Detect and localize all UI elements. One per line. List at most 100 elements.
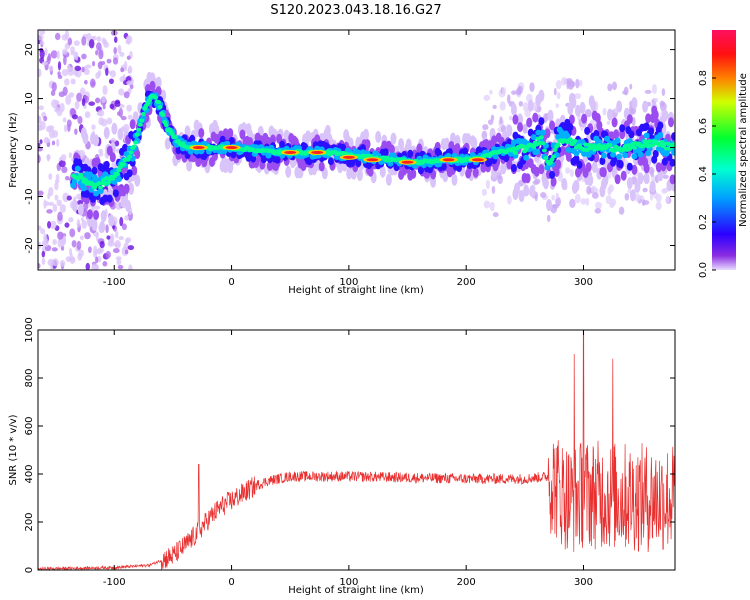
- x-tick-label: -100: [103, 277, 126, 288]
- ridge-blob: [626, 177, 633, 190]
- ridge-blob: [523, 147, 529, 152]
- ridge-blob: [567, 137, 573, 142]
- noise-speckle: [47, 192, 51, 200]
- colorbar-label: Normalized spectral amplitude: [738, 73, 749, 227]
- ridge-blob: [539, 129, 546, 136]
- ridge-blob: [121, 162, 127, 167]
- noise-speckle: [659, 102, 667, 112]
- spectrogram-xlabel: Height of straight line (km): [288, 285, 424, 296]
- ridge-blob: [523, 184, 530, 197]
- noise-speckle: [105, 250, 111, 259]
- ridge-blob: [643, 163, 650, 174]
- ridge-blob: [524, 173, 531, 184]
- ridge-blob: [407, 149, 414, 158]
- noise-speckle: [96, 111, 103, 116]
- ridge-blob: [227, 161, 234, 174]
- ridge-blob: [650, 143, 656, 148]
- noise-speckle: [555, 80, 562, 90]
- noise-speckle: [40, 228, 46, 235]
- y-tick-label: -20: [24, 237, 35, 253]
- noise-speckle: [84, 79, 88, 85]
- x-tick-label: 200: [457, 577, 476, 588]
- colorbar-tick-label: 0.8: [698, 70, 709, 86]
- y-tick-label: 200: [24, 512, 35, 531]
- noise-speckle: [566, 81, 570, 90]
- noise-speckle: [65, 94, 72, 105]
- ridge-blob: [581, 113, 588, 124]
- noise-speckle: [118, 107, 123, 118]
- ridge-blob: [541, 148, 547, 153]
- ridge-blob: [532, 112, 539, 123]
- noise-speckle: [105, 224, 109, 234]
- noise-speckle: [81, 66, 85, 73]
- ridge-blob: [533, 148, 540, 155]
- noise-speckle: [565, 167, 571, 174]
- spectral-peak: [442, 158, 455, 162]
- ridge-blob: [127, 154, 133, 159]
- noise-speckle: [113, 36, 118, 44]
- noise-speckle: [651, 84, 657, 95]
- ridge-blob: [86, 209, 93, 220]
- y-tick-label: 600: [24, 416, 35, 435]
- ridge-blob: [109, 152, 116, 163]
- noise-speckle: [118, 88, 125, 96]
- ridge-blob: [112, 189, 119, 198]
- noise-speckle: [101, 95, 107, 104]
- noise-speckle: [106, 235, 111, 240]
- ridge-blob: [91, 218, 98, 231]
- noise-speckle: [655, 201, 662, 211]
- ridge-blob: [160, 112, 166, 117]
- ridge-blob: [555, 133, 562, 140]
- noise-speckle: [78, 249, 84, 257]
- colorbar-tick-label: 0.4: [698, 166, 709, 182]
- noise-speckle: [518, 100, 524, 107]
- noise-speckle: [84, 232, 91, 240]
- noise-speckle: [59, 204, 67, 213]
- noise-speckle: [591, 192, 599, 199]
- noise-speckle: [95, 72, 101, 79]
- ridge-blob: [128, 150, 134, 155]
- ridge-blob: [550, 176, 557, 187]
- x-tick-label: 300: [574, 577, 593, 588]
- colorbar-ticks: 0.0 0.2 0.4 0.6 0.8: [698, 70, 716, 278]
- ridge-blob: [607, 143, 613, 148]
- noise-speckle: [67, 37, 73, 46]
- noise-speckle: [534, 178, 541, 184]
- noise-speckle: [117, 264, 124, 270]
- ridge-blob: [416, 143, 423, 154]
- ridge-blob: [540, 141, 546, 146]
- noise-speckle: [70, 51, 75, 56]
- ridge-blob: [593, 152, 600, 163]
- ridge-blob: [535, 129, 542, 136]
- ridge-blob: [564, 132, 571, 139]
- noise-speckle: [79, 235, 84, 241]
- noise-speckle: [107, 240, 115, 247]
- ridge-blob: [172, 135, 178, 140]
- ridge-blob: [538, 135, 544, 140]
- noise-speckle: [43, 115, 48, 122]
- noise-speckle: [92, 60, 96, 67]
- noise-speckle: [63, 55, 67, 66]
- ridge-blob: [574, 104, 581, 117]
- noise-speckle: [38, 154, 41, 164]
- noise-speckle: [103, 41, 110, 48]
- ridge-blob: [587, 174, 594, 187]
- noise-speckle: [112, 248, 120, 254]
- noise-speckle: [127, 65, 133, 74]
- ridge-blob: [614, 174, 621, 185]
- noise-speckle: [59, 260, 66, 267]
- noise-speckle: [665, 195, 670, 204]
- noise-speckle: [123, 91, 130, 99]
- noise-speckle: [511, 90, 517, 95]
- ridge-blob: [472, 167, 479, 178]
- noise-speckle: [46, 209, 53, 214]
- noise-speckle: [39, 139, 43, 144]
- noise-speckle: [106, 58, 112, 64]
- y-tick-label: 0: [24, 567, 35, 573]
- noise-speckle: [95, 49, 99, 56]
- ridge-blob: [103, 160, 110, 169]
- snr-marks: [38, 330, 675, 570]
- ridge-blob: [486, 158, 493, 167]
- noise-speckle: [129, 84, 134, 90]
- noise-speckle: [637, 195, 645, 200]
